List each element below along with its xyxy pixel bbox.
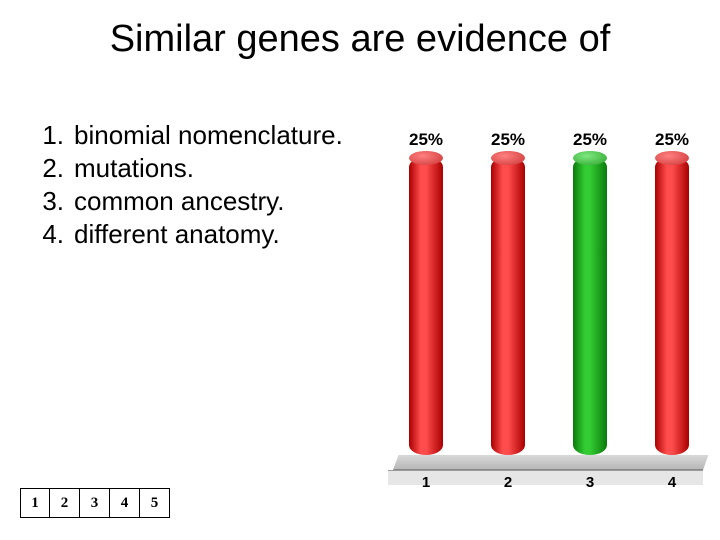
- nav-box-4[interactable]: 4: [110, 488, 140, 518]
- option-number: 1.: [32, 120, 74, 151]
- option-3: 3. common ancestry.: [32, 186, 362, 217]
- nav-box-2[interactable]: 2: [50, 488, 80, 518]
- bar-3: [573, 157, 607, 455]
- option-text: binomial nomenclature.: [74, 120, 362, 151]
- percent-label: 25%: [565, 130, 615, 150]
- x-label: 2: [493, 474, 523, 491]
- nav-box-5[interactable]: 5: [140, 488, 170, 518]
- nav-number-strip: 1 2 3 4 5: [20, 488, 170, 518]
- nav-box-1[interactable]: 1: [20, 488, 50, 518]
- page-title: Similar genes are evidence of: [0, 18, 720, 61]
- floor-top-face: [393, 455, 708, 470]
- percent-label: 25%: [483, 130, 533, 150]
- percent-label: 25%: [401, 130, 451, 150]
- option-4: 4. different anatomy.: [32, 219, 362, 250]
- plot-area: [393, 156, 703, 470]
- option-text: common ancestry.: [74, 186, 362, 217]
- x-label: 3: [575, 474, 605, 491]
- percent-label: 25%: [647, 130, 697, 150]
- option-number: 3.: [32, 186, 74, 217]
- option-1: 1. binomial nomenclature.: [32, 120, 362, 151]
- option-text: different anatomy.: [74, 219, 362, 250]
- answer-options: 1. binomial nomenclature. 2. mutations. …: [32, 120, 362, 252]
- nav-box-3[interactable]: 3: [80, 488, 110, 518]
- response-bar-chart: 25% 25% 25% 25% 1 2 3 4: [393, 130, 703, 500]
- slide: Similar genes are evidence of 1. binomia…: [0, 0, 720, 540]
- option-text: mutations.: [74, 153, 362, 184]
- percent-label-row: 25% 25% 25% 25%: [393, 130, 703, 152]
- option-number: 2.: [32, 153, 74, 184]
- x-label: 4: [657, 474, 687, 491]
- x-axis-labels: 1 2 3 4: [393, 474, 703, 496]
- bar-2: [491, 157, 525, 455]
- bar-1: [409, 157, 443, 455]
- option-number: 4.: [32, 219, 74, 250]
- bar-4: [655, 157, 689, 455]
- x-label: 1: [411, 474, 441, 491]
- option-2: 2. mutations.: [32, 153, 362, 184]
